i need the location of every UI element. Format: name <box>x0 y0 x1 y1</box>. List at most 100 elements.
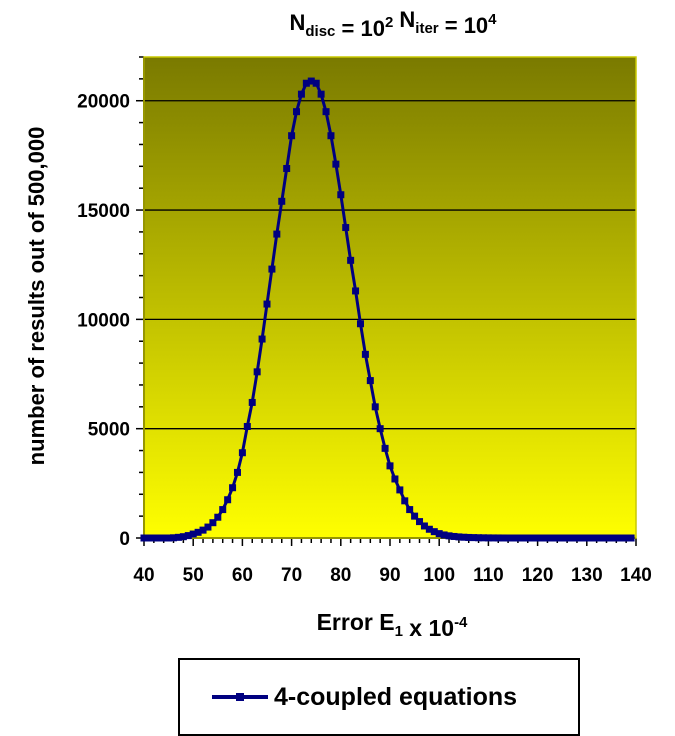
data-point <box>607 534 615 542</box>
data-point <box>543 534 551 542</box>
data-point <box>312 79 320 87</box>
x-tick-label: 40 <box>133 565 154 586</box>
x-tick-label: 130 <box>571 565 603 586</box>
data-point <box>420 522 428 530</box>
data-point <box>179 533 187 541</box>
data-point <box>248 398 256 406</box>
data-point <box>401 497 409 505</box>
data-point <box>371 403 379 411</box>
data-point <box>184 532 192 540</box>
data-point <box>258 335 266 343</box>
data-point <box>302 79 310 87</box>
data-point <box>194 528 202 536</box>
data-point <box>558 534 566 542</box>
data-point <box>140 534 148 542</box>
plot-area <box>144 57 636 538</box>
data-point <box>356 320 364 328</box>
data-point <box>470 534 478 542</box>
data-point <box>238 449 246 457</box>
data-point <box>209 519 217 527</box>
data-point <box>588 534 596 542</box>
data-point <box>199 526 207 534</box>
data-point <box>376 425 384 433</box>
data-point <box>519 534 527 542</box>
chart: Ndisc = 102 Niter = 104 40 50 60 70 80 90 100 1… <box>24 7 652 641</box>
data-point <box>337 191 345 199</box>
data-point <box>204 523 212 531</box>
data-point <box>283 165 291 173</box>
data-point <box>455 533 463 541</box>
data-point <box>534 534 542 542</box>
data-point <box>332 160 340 168</box>
y-tick-label: 5000 <box>88 420 130 441</box>
data-point <box>563 534 571 542</box>
data-point <box>598 534 606 542</box>
data-point <box>165 534 173 542</box>
data-point <box>435 530 443 538</box>
x-tick-label: 90 <box>379 565 400 586</box>
data-point <box>381 444 389 452</box>
data-point <box>406 506 414 514</box>
data-point <box>573 534 581 542</box>
legend-series-marker <box>212 687 268 707</box>
data-point <box>160 534 168 542</box>
data-point <box>411 512 419 520</box>
data-point <box>366 377 374 385</box>
data-point <box>219 506 227 514</box>
data-point <box>617 534 625 542</box>
data-point <box>430 528 438 536</box>
x-tick-label: 60 <box>232 565 253 586</box>
data-point <box>391 475 399 483</box>
data-point <box>224 496 232 504</box>
data-point <box>568 534 576 542</box>
x-tick-label: 140 <box>620 565 652 586</box>
x-tick-label: 70 <box>281 565 302 586</box>
gridlines <box>144 100 636 430</box>
data-point <box>460 533 468 541</box>
data-point <box>475 534 483 542</box>
data-point <box>509 534 517 542</box>
x-axis-label: Error E1 x 10-4 <box>317 609 468 641</box>
data-point <box>622 534 630 542</box>
data-point <box>396 486 404 494</box>
data-point <box>484 534 492 542</box>
data-point <box>612 534 620 542</box>
data-point <box>253 368 261 376</box>
data-point <box>386 462 394 470</box>
x-tick-label: 110 <box>473 565 504 586</box>
data-point <box>465 533 473 541</box>
x-tick-label: 100 <box>423 565 455 586</box>
data-point <box>479 534 487 542</box>
data-point <box>327 132 335 140</box>
y-tick-label: 10000 <box>77 310 130 331</box>
data-point <box>273 230 281 238</box>
data-point <box>361 350 369 358</box>
series <box>140 77 635 542</box>
x-tick-labels: 40 50 60 70 80 90 100 110 120 130 140 <box>133 565 651 586</box>
data-point <box>268 265 276 273</box>
data-point <box>145 534 153 542</box>
data-point <box>293 108 301 116</box>
data-point <box>263 300 271 308</box>
y-axis-label: number of results out of 500,000 <box>24 127 49 466</box>
data-point <box>627 534 635 542</box>
y-tick-labels: 0 5000 10000 15000 20000 <box>77 92 130 550</box>
data-point <box>155 534 163 542</box>
y-tick-label: 0 <box>119 529 130 550</box>
data-point <box>214 513 222 521</box>
data-point <box>233 468 241 476</box>
data-point <box>278 197 286 205</box>
y-tick-label: 15000 <box>77 201 130 222</box>
legend-series-label: 4-coupled equations <box>274 682 518 711</box>
data-point <box>425 525 433 533</box>
data-point <box>189 530 197 538</box>
plot-border <box>143 56 637 539</box>
data-point <box>322 108 330 116</box>
data-point <box>583 534 591 542</box>
data-point <box>174 533 182 541</box>
data-point <box>489 534 497 542</box>
x-tick-label: 120 <box>522 565 554 586</box>
data-point <box>593 534 601 542</box>
data-point <box>494 534 502 542</box>
y-tick-label: 20000 <box>77 92 130 113</box>
